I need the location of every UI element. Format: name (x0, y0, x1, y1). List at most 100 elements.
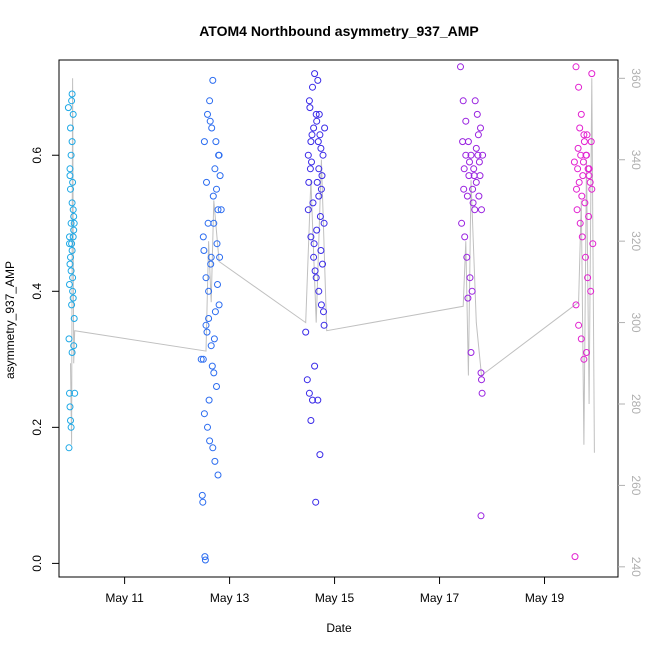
data-point (66, 172, 74, 180)
series-cluster-may-17-18 (457, 63, 487, 520)
data-point (572, 63, 580, 71)
x-axis-label: Date (326, 621, 352, 635)
data-point (213, 185, 220, 193)
data-point (210, 369, 218, 377)
data-point (468, 287, 476, 295)
y-tick-label: 0.4 (30, 283, 44, 300)
data-point (209, 76, 217, 84)
data-point (477, 369, 485, 377)
data-point (308, 158, 315, 166)
data-point (205, 315, 213, 322)
data-point (317, 247, 325, 254)
data-point (576, 124, 584, 132)
data-point (200, 410, 208, 418)
data-point (203, 178, 210, 186)
data-point (205, 396, 213, 404)
data-point (206, 117, 214, 125)
data-point (311, 70, 319, 78)
data-point (466, 158, 473, 166)
data-point (67, 423, 75, 431)
data-point (310, 124, 318, 132)
data-point (467, 349, 475, 356)
data-point (69, 294, 77, 302)
data-point (69, 233, 77, 241)
data-point (71, 389, 79, 397)
data-point (314, 396, 322, 404)
data-point (68, 247, 76, 254)
data-point (580, 131, 588, 139)
data-point (584, 165, 592, 173)
data-point (476, 172, 484, 180)
x-tick-label: May 11 (105, 591, 144, 605)
data-point (470, 165, 478, 173)
x-tick-label: May 17 (420, 591, 460, 605)
data-point (217, 206, 225, 214)
data-point (69, 287, 77, 295)
data-point (572, 301, 580, 309)
data-point (214, 206, 222, 214)
x-tick-label: May 15 (315, 591, 355, 605)
data-point (315, 287, 323, 295)
y-axis-label: asymmetry_937_AMP (3, 261, 17, 379)
data-point (66, 233, 73, 241)
data-point (216, 172, 224, 180)
data-point (585, 213, 593, 220)
plot-frame (58, 59, 619, 578)
data-point (477, 512, 485, 520)
data-point (304, 206, 312, 214)
data-point (575, 178, 583, 186)
data-point (319, 260, 326, 268)
data-point (304, 151, 312, 159)
data-point (579, 158, 587, 166)
data-point (475, 192, 483, 200)
data-point (477, 124, 484, 132)
axes-layer: May 11 May 13 May 15 May 17 May 19 0.0 0.2 0.4 0… (30, 59, 643, 605)
data-point (319, 151, 327, 159)
data-point (215, 151, 223, 159)
data-point (463, 253, 471, 261)
data-point (473, 110, 481, 118)
series-cluster-may-12-13 (197, 76, 225, 564)
data-point (577, 335, 585, 343)
data-point (68, 90, 76, 98)
data-point (207, 253, 215, 261)
data-point (70, 226, 78, 234)
data-point (201, 556, 209, 564)
data-point (584, 274, 592, 282)
data-point (66, 389, 73, 397)
series-cluster-may-10 (64, 90, 79, 452)
data-point (209, 192, 217, 200)
points-layer (64, 63, 597, 564)
data-point (67, 185, 74, 193)
data-point (459, 138, 467, 146)
data-point (66, 281, 73, 288)
data-point (311, 362, 319, 370)
data-point (201, 553, 209, 561)
data-point (207, 342, 215, 350)
data-point (315, 110, 323, 118)
data-point (68, 199, 76, 207)
data-point (206, 97, 214, 105)
data-point (66, 260, 74, 268)
data-point (305, 97, 313, 105)
data-point (207, 260, 215, 268)
data-point (303, 376, 311, 384)
data-point (575, 321, 583, 329)
data-point (467, 151, 475, 159)
data-point (208, 362, 216, 370)
data-point (472, 178, 480, 186)
data-point (587, 138, 595, 146)
data-point (64, 104, 72, 112)
data-point (212, 138, 220, 146)
data-point (469, 199, 477, 207)
data-point (478, 206, 485, 214)
data-point (310, 253, 318, 261)
data-point (469, 185, 477, 193)
data-point (204, 423, 211, 431)
data-point (475, 158, 483, 166)
data-point (573, 185, 580, 193)
data-point (571, 553, 579, 561)
data-point (306, 165, 314, 173)
data-point (318, 172, 326, 180)
